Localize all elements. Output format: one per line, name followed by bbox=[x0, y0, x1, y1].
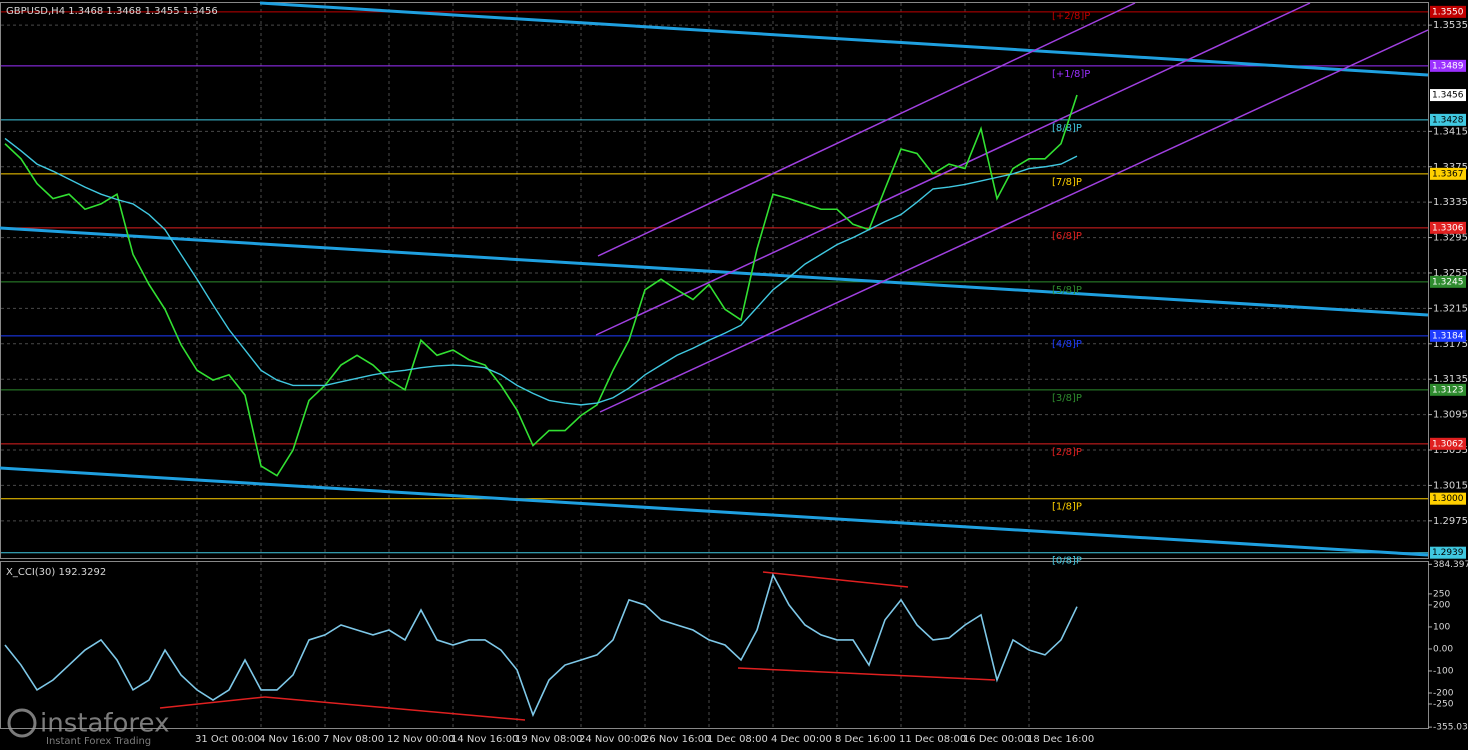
level-box bbox=[1430, 492, 1466, 505]
trend-line bbox=[0, 226, 1429, 317]
level-label: 1.3123 bbox=[1432, 385, 1464, 395]
x-tick-label: 12 Nov 00:00 bbox=[387, 734, 454, 745]
channel-line bbox=[599, 29, 1429, 413]
y-tick-label: 1.3295 bbox=[1433, 233, 1468, 244]
y-tick-label: 1.3215 bbox=[1433, 303, 1468, 314]
divergence-line bbox=[737, 667, 996, 681]
level-label: 1.3489 bbox=[1432, 61, 1464, 71]
level-label: 1.3306 bbox=[1432, 223, 1464, 233]
y-tick-label: -250 bbox=[1433, 700, 1454, 710]
series-line bbox=[4, 137, 1078, 406]
divergence-line bbox=[762, 571, 909, 588]
level-label: 1.2939 bbox=[1432, 548, 1464, 558]
x-tick-label: 1 Dec 08:00 bbox=[707, 734, 768, 745]
price-panel bbox=[0, 2, 1429, 559]
level-label: 1.3062 bbox=[1432, 439, 1464, 449]
level-box bbox=[1430, 221, 1466, 234]
level-name: [6/8]P bbox=[1052, 231, 1082, 242]
x-tick-label: 26 Nov 16:00 bbox=[643, 734, 710, 745]
y-tick-label: 384.3971 bbox=[1433, 560, 1468, 570]
y-tick-label: 0.00 bbox=[1433, 644, 1453, 654]
level-label: 1.3000 bbox=[1432, 494, 1464, 504]
level-box bbox=[1430, 167, 1466, 180]
level-box bbox=[1430, 275, 1466, 288]
x-tick-label: 7 Nov 08:00 bbox=[323, 734, 384, 745]
y-tick-label: 100 bbox=[1433, 622, 1450, 632]
channel-line bbox=[595, 2, 1311, 336]
x-tick-label: 16 Dec 00:00 bbox=[963, 734, 1030, 745]
series-line bbox=[4, 572, 1078, 718]
level-box bbox=[1430, 383, 1466, 396]
x-tick-label: 18 Dec 16:00 bbox=[1027, 734, 1094, 745]
y-tick-label: 1.3015 bbox=[1433, 480, 1468, 491]
watermark-brand: instaforex bbox=[40, 709, 169, 739]
trend-line bbox=[0, 466, 1429, 557]
level-name: [4/8]P bbox=[1052, 339, 1082, 350]
level-name: [2/8]P bbox=[1052, 447, 1082, 458]
level-name: [1/8]P bbox=[1052, 502, 1082, 513]
level-box bbox=[1430, 113, 1466, 126]
y-tick-label: 1.3175 bbox=[1433, 339, 1468, 350]
watermark-logo bbox=[7, 708, 37, 738]
level-box bbox=[1430, 59, 1466, 72]
x-tick-label: 14 Nov 16:00 bbox=[451, 734, 518, 745]
y-tick-label: 1.3055 bbox=[1433, 445, 1468, 456]
chart-title: GBPUSD,H4 1.3468 1.3468 1.3455 1.3456 bbox=[6, 6, 218, 17]
level-name: [0/8]P bbox=[1052, 556, 1082, 567]
y-tick-label: -355.0318 bbox=[1433, 723, 1468, 733]
y-tick-label: 1.3135 bbox=[1433, 374, 1468, 385]
channel-line bbox=[597, 2, 1136, 257]
y-tick-label: 1.3335 bbox=[1433, 197, 1468, 208]
level-box bbox=[1430, 546, 1466, 559]
level-name: [3/8]P bbox=[1052, 393, 1082, 404]
cci-title: X_CCI(30) 192.3292 bbox=[6, 567, 106, 578]
y-tick-label: 1.3535 bbox=[1433, 20, 1468, 31]
series-line bbox=[4, 94, 1078, 477]
level-box bbox=[1430, 329, 1466, 342]
y-tick-label: 1.3415 bbox=[1433, 126, 1468, 137]
level-name: [+1/8]P bbox=[1052, 69, 1090, 80]
x-tick-label: 31 Oct 00:00 bbox=[195, 734, 260, 745]
level-name: [+2/8]P bbox=[1052, 11, 1090, 22]
y-tick-label: -100 bbox=[1433, 666, 1454, 676]
divergence-line bbox=[159, 696, 266, 709]
level-label: 1.3428 bbox=[1432, 115, 1464, 125]
level-box bbox=[1430, 5, 1466, 18]
y-tick-label: -200 bbox=[1433, 688, 1454, 698]
y-tick-label: 1.2975 bbox=[1433, 516, 1468, 527]
y-tick-label: 1.3255 bbox=[1433, 268, 1468, 279]
last-price-label: 1.3456 bbox=[1432, 91, 1464, 101]
level-box bbox=[1430, 437, 1466, 450]
x-tick-label: 19 Nov 08:00 bbox=[515, 734, 582, 745]
y-tick-label: 200 bbox=[1433, 600, 1450, 610]
x-tick-label: 24 Nov 00:00 bbox=[579, 734, 646, 745]
trend-lines bbox=[0, 1, 1429, 721]
trend-line bbox=[259, 1, 1429, 77]
x-tick-label: 4 Nov 16:00 bbox=[259, 734, 320, 745]
level-label: 1.3367 bbox=[1432, 169, 1464, 179]
x-tick-label: 8 Dec 16:00 bbox=[835, 734, 896, 745]
last-price-box bbox=[1430, 89, 1466, 102]
watermark-tagline: Instant Forex Trading bbox=[46, 736, 151, 747]
divergence-line bbox=[264, 696, 526, 721]
x-tick-label: 4 Dec 00:00 bbox=[771, 734, 832, 745]
level-label: 1.3245 bbox=[1432, 277, 1464, 287]
level-label: 1.3550 bbox=[1432, 7, 1464, 17]
cci-panel bbox=[0, 561, 1429, 729]
level-name: [7/8]P bbox=[1052, 177, 1082, 188]
y-tick-label: 250 bbox=[1433, 589, 1450, 599]
y-tick-label: 1.3375 bbox=[1433, 162, 1468, 173]
level-name: [8/8]P bbox=[1052, 123, 1082, 134]
level-label: 1.3184 bbox=[1432, 331, 1464, 341]
x-tick-label: 11 Dec 08:00 bbox=[899, 734, 966, 745]
y-tick-label: 1.3095 bbox=[1433, 410, 1468, 421]
level-name: [5/8]P bbox=[1052, 285, 1082, 296]
